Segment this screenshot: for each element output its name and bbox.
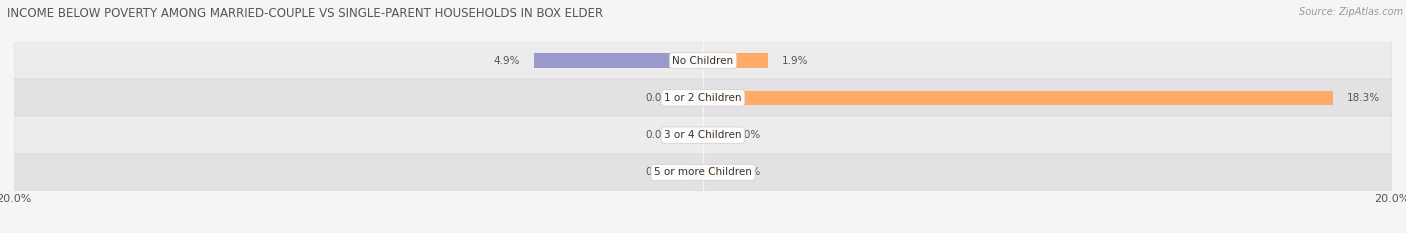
Text: 18.3%: 18.3% bbox=[1347, 93, 1381, 103]
Bar bbox=[703, 54, 769, 68]
Bar bbox=[534, 54, 703, 68]
Bar bbox=[686, 128, 703, 142]
Text: 5 or more Children: 5 or more Children bbox=[654, 168, 752, 177]
Bar bbox=[686, 165, 703, 179]
Bar bbox=[14, 154, 1392, 191]
Text: 4.9%: 4.9% bbox=[494, 56, 520, 65]
Text: 0.0%: 0.0% bbox=[734, 130, 761, 140]
Text: No Children: No Children bbox=[672, 56, 734, 65]
Text: 0.0%: 0.0% bbox=[645, 168, 672, 177]
Text: 1.9%: 1.9% bbox=[782, 56, 808, 65]
Text: 0.0%: 0.0% bbox=[734, 168, 761, 177]
Text: 1 or 2 Children: 1 or 2 Children bbox=[664, 93, 742, 103]
Bar bbox=[14, 116, 1392, 154]
Bar bbox=[14, 42, 1392, 79]
Bar bbox=[703, 165, 720, 179]
Text: INCOME BELOW POVERTY AMONG MARRIED-COUPLE VS SINGLE-PARENT HOUSEHOLDS IN BOX ELD: INCOME BELOW POVERTY AMONG MARRIED-COUPL… bbox=[7, 7, 603, 20]
Text: 3 or 4 Children: 3 or 4 Children bbox=[664, 130, 742, 140]
Text: Source: ZipAtlas.com: Source: ZipAtlas.com bbox=[1299, 7, 1403, 17]
Bar bbox=[703, 128, 720, 142]
Text: 0.0%: 0.0% bbox=[645, 93, 672, 103]
Bar bbox=[686, 91, 703, 105]
Text: 0.0%: 0.0% bbox=[645, 130, 672, 140]
Bar bbox=[14, 79, 1392, 116]
Bar bbox=[703, 91, 1333, 105]
